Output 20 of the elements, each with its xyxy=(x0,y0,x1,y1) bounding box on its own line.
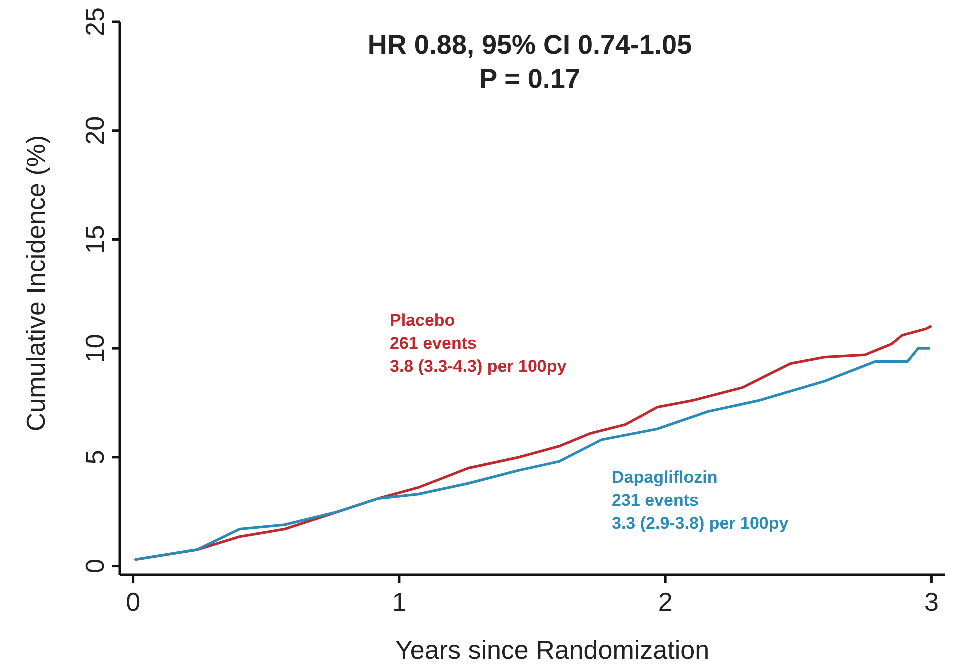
x-axis-title: Years since Randomization xyxy=(395,635,710,665)
x-tick-label: 0 xyxy=(126,587,141,617)
annotation: HR 0.88, 95% CI 0.74-1.05 xyxy=(368,30,692,60)
y-tick-label: 10 xyxy=(80,334,110,364)
y-tick-label: 25 xyxy=(80,8,110,36)
annotation: P = 0.17 xyxy=(480,64,580,94)
x-tick-label: 2 xyxy=(658,587,673,617)
annotation: 3.3 (2.9-3.8) per 100py xyxy=(612,514,790,533)
annotation: 261 events xyxy=(390,334,477,353)
series-label: Dapagliflozin xyxy=(612,468,718,487)
annotation: 3.8 (3.3-4.3) per 100py xyxy=(390,357,568,376)
y-tick-label: 20 xyxy=(80,116,110,146)
y-tick-label: 5 xyxy=(80,450,110,465)
annotation: 231 events xyxy=(612,491,699,510)
y-tick-label: 15 xyxy=(80,225,110,254)
x-tick-label: 3 xyxy=(924,587,939,617)
y-axis-title: Cumulative Incidence (%) xyxy=(21,135,51,432)
x-tick-label: 1 xyxy=(392,587,407,617)
y-tick-label: 0 xyxy=(80,559,110,574)
text: Placebo xyxy=(390,311,456,330)
